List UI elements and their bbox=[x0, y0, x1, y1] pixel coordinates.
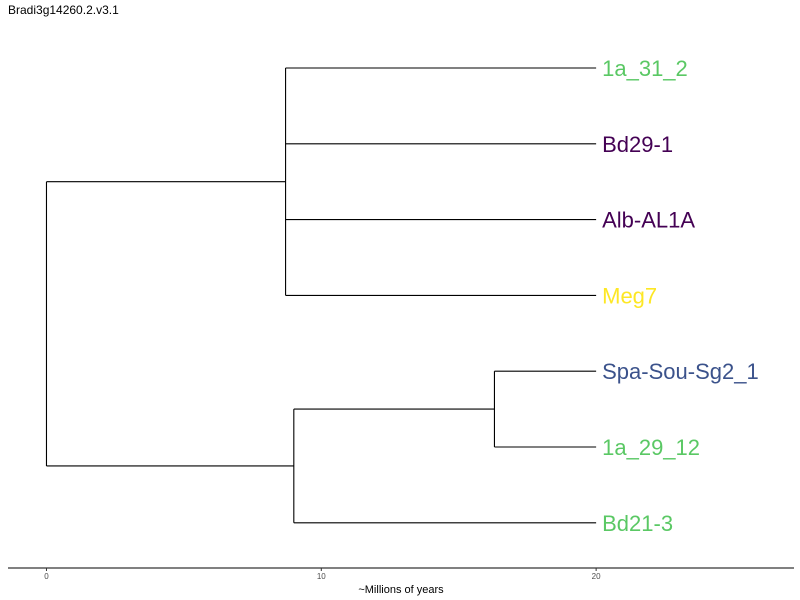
x-tick-label: 0 bbox=[44, 572, 49, 581]
tip-label: Bd21-3 bbox=[602, 511, 673, 536]
x-axis-ticks: 0 10 20 bbox=[44, 568, 601, 581]
x-tick-label: 20 bbox=[592, 572, 601, 581]
tip-labels: 1a_31_2 Bd29-1 Alb-AL1A Meg7 Spa-Sou-Sg2_1 1a… bbox=[602, 56, 759, 536]
tip-label: Alb-AL1A bbox=[602, 208, 695, 233]
page-title: Bradi3g14260.2.v3.1 bbox=[8, 3, 119, 17]
tip-label: Meg7 bbox=[602, 283, 657, 308]
tip-label: 1a_31_2 bbox=[602, 56, 688, 81]
x-axis: 0 10 20 ~Millions of years bbox=[8, 567, 794, 596]
x-axis-title: ~Millions of years bbox=[358, 584, 444, 596]
tip-label: Bd29-1 bbox=[602, 132, 673, 157]
tree-branches bbox=[45, 67, 597, 524]
x-tick-label: 10 bbox=[317, 572, 326, 581]
tip-label: 1a_29_12 bbox=[602, 435, 700, 460]
tip-label: Spa-Sou-Sg2_1 bbox=[602, 359, 759, 384]
